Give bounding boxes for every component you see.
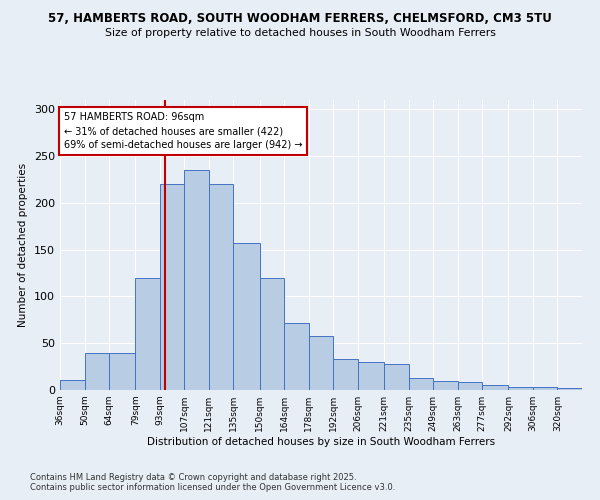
Text: 57 HAMBERTS ROAD: 96sqm
← 31% of detached houses are smaller (422)
69% of semi-d: 57 HAMBERTS ROAD: 96sqm ← 31% of detache…: [64, 112, 302, 150]
X-axis label: Distribution of detached houses by size in South Woodham Ferrers: Distribution of detached houses by size …: [147, 437, 495, 447]
Bar: [309, 336, 333, 390]
Bar: [458, 382, 482, 390]
Bar: [233, 243, 260, 390]
Bar: [136, 278, 160, 390]
Bar: [284, 322, 309, 390]
Bar: [85, 352, 109, 390]
Bar: [260, 278, 284, 390]
Bar: [384, 364, 409, 390]
Bar: [184, 170, 209, 390]
Bar: [160, 184, 184, 390]
Bar: [482, 386, 508, 390]
Text: Size of property relative to detached houses in South Woodham Ferrers: Size of property relative to detached ho…: [104, 28, 496, 38]
Bar: [409, 378, 433, 390]
Bar: [109, 352, 136, 390]
Bar: [60, 380, 85, 390]
Bar: [333, 359, 358, 390]
Bar: [358, 362, 384, 390]
Text: Contains public sector information licensed under the Open Government Licence v3: Contains public sector information licen…: [30, 484, 395, 492]
Text: Contains HM Land Registry data © Crown copyright and database right 2025.: Contains HM Land Registry data © Crown c…: [30, 472, 356, 482]
Bar: [533, 387, 557, 390]
Y-axis label: Number of detached properties: Number of detached properties: [19, 163, 28, 327]
Bar: [209, 184, 233, 390]
Bar: [433, 380, 458, 390]
Bar: [557, 388, 582, 390]
Text: 57, HAMBERTS ROAD, SOUTH WOODHAM FERRERS, CHELMSFORD, CM3 5TU: 57, HAMBERTS ROAD, SOUTH WOODHAM FERRERS…: [48, 12, 552, 26]
Bar: [508, 387, 533, 390]
